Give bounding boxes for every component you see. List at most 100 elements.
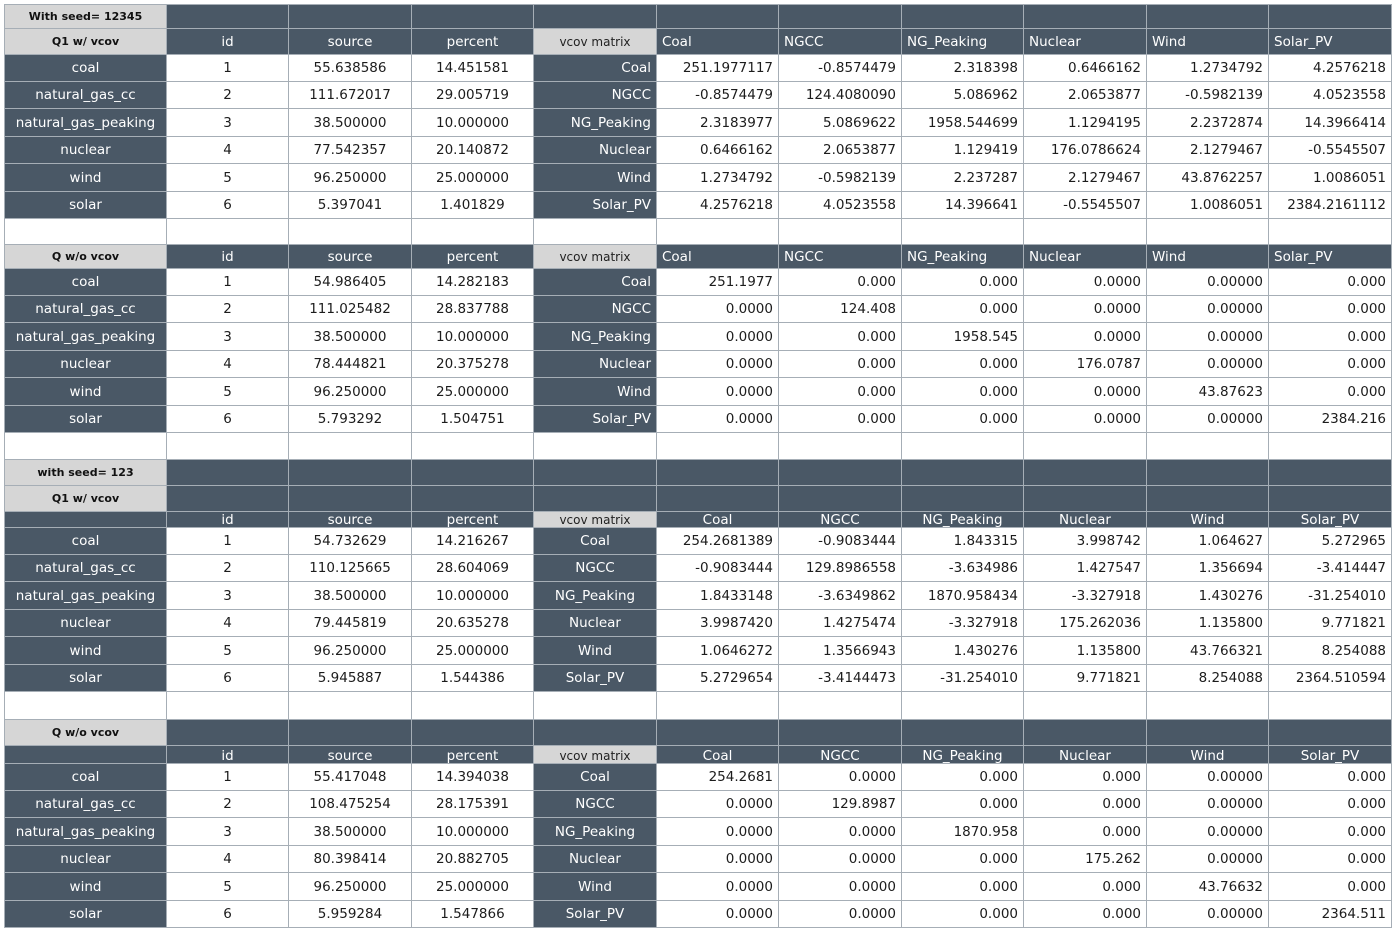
vcov-cell[interactable]: 176.0786624 [1023,136,1147,164]
vcov-cell[interactable]: 0.000 [1268,268,1392,296]
source-cell[interactable]: 38.500000 [288,817,412,846]
vcov-cell[interactable]: 8.254088 [1146,664,1269,692]
vcov-cell[interactable]: -3.634986 [901,554,1024,582]
vcov-cell[interactable]: 43.8762257 [1146,163,1269,192]
vcov-cell[interactable]: 0.0000 [1023,377,1147,406]
source-cell[interactable]: 38.500000 [288,581,412,610]
vcov-cell[interactable]: 9.771821 [1268,609,1392,637]
vcov-cell[interactable]: 1.4275474 [778,609,902,637]
source-cell[interactable]: 38.500000 [288,322,412,351]
vcov-matrix-header[interactable]: vcov matrix [533,244,657,269]
source-cell[interactable]: 111.672017 [288,81,412,109]
percent-cell[interactable]: 25.000000 [411,163,534,192]
vcov-cell[interactable]: 2.237287 [901,163,1024,192]
id-cell[interactable]: 3 [166,817,289,846]
vcov-cell[interactable]: -31.254010 [901,664,1024,692]
vcov-cell[interactable]: 2.0653877 [778,136,902,164]
percent-cell[interactable]: 10.000000 [411,322,534,351]
vcov-cell[interactable]: -0.5982139 [1146,81,1269,109]
vcov-cell[interactable]: 1.2734792 [1146,54,1269,82]
column-header[interactable]: source [288,244,412,269]
column-header[interactable]: Nuclear [1023,511,1147,528]
vcov-matrix-header[interactable]: vcov matrix [533,745,657,764]
id-cell[interactable]: 5 [166,163,289,192]
empty-cell[interactable] [1268,432,1392,460]
percent-cell[interactable]: 20.375278 [411,350,534,378]
vcov-cell[interactable]: 1958.544699 [901,108,1024,137]
vcov-matrix-header[interactable]: vcov matrix [533,28,657,55]
empty-cell[interactable] [901,218,1024,245]
source-cell[interactable]: 54.732629 [288,527,412,555]
vcov-cell[interactable]: 0.0000 [656,872,779,901]
vcov-cell[interactable]: 0.000 [901,872,1024,901]
vcov-cell[interactable]: 251.1977117 [656,54,779,82]
percent-cell[interactable]: 1.544386 [411,664,534,692]
vcov-cell[interactable]: 176.0787 [1023,350,1147,378]
source-cell[interactable]: 96.250000 [288,377,412,406]
vcov-cell[interactable]: -0.5545507 [1268,136,1392,164]
vcov-cell[interactable]: 0.00000 [1146,845,1269,873]
percent-cell[interactable]: 28.837788 [411,295,534,323]
vcov-cell[interactable]: 0.000 [1268,872,1392,901]
source-cell[interactable]: 5.793292 [288,405,412,433]
empty-cell[interactable] [1023,691,1147,720]
column-header[interactable]: Wind [1146,745,1269,764]
column-header[interactable]: NGCC [778,511,902,528]
vcov-matrix-header[interactable]: vcov matrix [533,511,657,528]
vcov-cell[interactable]: 2364.510594 [1268,664,1392,692]
id-cell[interactable]: 4 [166,350,289,378]
source-cell[interactable]: 55.638586 [288,54,412,82]
column-header[interactable]: Coal [656,244,779,269]
vcov-cell[interactable]: 0.6466162 [1023,54,1147,82]
vcov-cell[interactable]: 4.2576218 [656,191,779,219]
vcov-cell[interactable]: 1.1294195 [1023,108,1147,137]
empty-cell[interactable] [901,432,1024,460]
vcov-cell[interactable]: -3.4144473 [778,664,902,692]
empty-cell[interactable] [778,691,902,720]
percent-cell[interactable]: 20.882705 [411,845,534,873]
vcov-cell[interactable]: 4.0523558 [778,191,902,219]
id-cell[interactable]: 6 [166,664,289,692]
column-header[interactable]: percent [411,745,534,764]
vcov-cell[interactable]: 9.771821 [1023,664,1147,692]
vcov-cell[interactable]: 0.00000 [1146,763,1269,791]
vcov-cell[interactable]: 1.0086051 [1146,191,1269,219]
id-cell[interactable]: 2 [166,554,289,582]
percent-cell[interactable]: 20.140872 [411,136,534,164]
vcov-cell[interactable]: 0.000 [901,350,1024,378]
column-header[interactable]: Nuclear [1023,745,1147,764]
empty-cell[interactable] [4,218,167,245]
empty-cell[interactable] [533,691,657,720]
column-header[interactable]: NGCC [778,244,902,269]
empty-cell[interactable] [1146,432,1269,460]
vcov-cell[interactable]: 1.064627 [1146,527,1269,555]
vcov-cell[interactable]: 0.000 [1023,872,1147,901]
vcov-cell[interactable]: 2.2372874 [1146,108,1269,137]
vcov-cell[interactable]: 3.998742 [1023,527,1147,555]
vcov-cell[interactable]: 0.000 [1268,350,1392,378]
column-header[interactable]: NG_Peaking [901,511,1024,528]
vcov-cell[interactable]: 0.000 [1268,817,1392,846]
source-cell[interactable]: 38.500000 [288,108,412,137]
column-header[interactable]: NG_Peaking [901,745,1024,764]
vcov-cell[interactable]: 0.000 [901,900,1024,928]
empty-cell[interactable] [4,691,167,720]
vcov-cell[interactable]: 1.2734792 [656,163,779,192]
vcov-cell[interactable]: 1.129419 [901,136,1024,164]
vcov-cell[interactable]: 0.000 [1268,322,1392,351]
vcov-cell[interactable]: 0.0000 [1023,268,1147,296]
vcov-cell[interactable]: 0.00000 [1146,295,1269,323]
vcov-cell[interactable]: 1870.958434 [901,581,1024,610]
source-cell[interactable]: 78.444821 [288,350,412,378]
vcov-cell[interactable]: 0.000 [778,350,902,378]
column-header[interactable]: NG_Peaking [901,244,1024,269]
percent-cell[interactable]: 20.635278 [411,609,534,637]
percent-cell[interactable]: 25.000000 [411,872,534,901]
vcov-cell[interactable]: 0.000 [901,845,1024,873]
vcov-cell[interactable]: 0.00000 [1146,790,1269,818]
vcov-cell[interactable]: 2364.511 [1268,900,1392,928]
column-header[interactable]: id [166,244,289,269]
column-header[interactable]: id [166,28,289,55]
vcov-cell[interactable]: -3.327918 [1023,581,1147,610]
vcov-cell[interactable]: 0.000 [1268,790,1392,818]
